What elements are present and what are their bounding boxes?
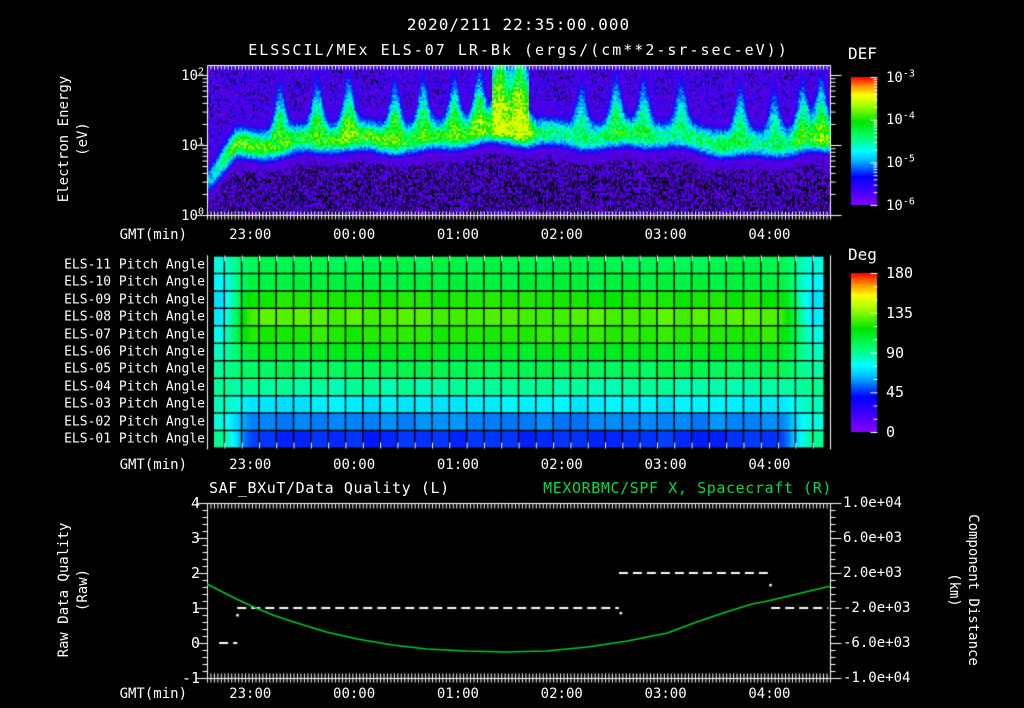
time-tick-label: 01:00 [436, 457, 479, 473]
distance-tick-label: 2.0e+03 [843, 565, 903, 581]
distance-axis-label: Component Distance (km) [944, 514, 982, 666]
energy-axis-label-line2: (eV) [75, 122, 91, 156]
def-tick-label: 10-3 [886, 68, 915, 86]
pitch-row-label: ELS-07 Pitch Angle [64, 327, 205, 343]
distance-tick-label: -6.0e+03 [843, 635, 911, 651]
time-tick-label: 03:00 [644, 686, 687, 702]
time-tick-label: 00:00 [333, 227, 376, 243]
time-tick-label: 02:00 [540, 686, 583, 702]
quality-tick-label: 0 [190, 634, 200, 652]
pitch-row-label: ELS-01 Pitch Angle [64, 431, 205, 447]
quality-axis-label-line2: (Raw) [75, 568, 91, 612]
def-colorbar-title: DEF [848, 44, 877, 63]
time-tick-label: 03:00 [644, 227, 687, 243]
quality-tick-label: -1 [181, 669, 200, 687]
def-tick-label: 10-5 [886, 153, 915, 172]
def-tick-label: 10-6 [886, 196, 915, 214]
gmt-label-top: GMT(min) [119, 227, 187, 243]
time-tick-label: 00:00 [333, 686, 376, 702]
timestamp-title: 2020/211 22:35:00.000 [406, 15, 631, 34]
time-tick-label: 04:00 [748, 227, 791, 243]
deg-tick-label: 45 [886, 383, 905, 402]
distance-tick-label: -2.0e+03 [843, 600, 911, 616]
deg-tick-label: 180 [886, 264, 914, 282]
gmt-label-bottom: GMT(min) [119, 686, 187, 702]
distance-axis-label-line1: Component Distance [965, 514, 981, 666]
deg-tick-label: 135 [886, 303, 914, 322]
deg-tick-label: 0 [886, 423, 896, 441]
energy-tick-label: 101 [181, 136, 204, 154]
def-tick-label: 10-4 [886, 110, 915, 129]
pitch-row-label: ELS-03 Pitch Angle [64, 396, 205, 412]
time-tick-label: 02:00 [540, 457, 583, 473]
energy-tick-label: 102 [181, 66, 204, 84]
pitch-row-label: ELS-04 Pitch Angle [64, 379, 205, 395]
time-tick-label: 00:00 [333, 457, 376, 473]
quality-panel-title-right: MEXORBMC/SPF X, Spacecraft (R) [543, 479, 832, 497]
time-tick-label: 02:00 [540, 227, 583, 243]
pitch-row-label: ELS-11 Pitch Angle [64, 257, 205, 273]
quality-tick-label: 2 [190, 564, 200, 582]
quality-tick-label: 1 [190, 599, 200, 617]
instrument-title: ELSSCIL/MEx ELS-07 LR-Bk (ergs/(cm**2-sr… [248, 41, 789, 59]
time-tick-label: 04:00 [748, 457, 791, 473]
deg-colorbar-title: Deg [848, 245, 877, 264]
quality-axis-label-line1: Raw Data Quality [56, 522, 72, 658]
pitch-row-label: ELS-08 Pitch Angle [64, 309, 205, 325]
time-tick-label: 23:00 [229, 457, 272, 473]
distance-tick-label: 6.0e+03 [843, 530, 903, 546]
pitch-row-label: ELS-05 Pitch Angle [64, 361, 205, 377]
time-tick-label: 23:00 [229, 686, 272, 702]
pitch-row-label: ELS-09 Pitch Angle [64, 292, 205, 308]
distance-tick-label: 1.0e+04 [843, 495, 903, 511]
time-tick-label: 23:00 [229, 227, 272, 243]
time-tick-label: 01:00 [436, 227, 479, 243]
pitch-row-label: ELS-06 Pitch Angle [64, 344, 205, 360]
energy-tick-label: 100 [181, 206, 204, 224]
time-tick-label: 01:00 [436, 686, 479, 702]
quality-tick-label: 4 [190, 494, 200, 512]
quality-tick-label: 3 [190, 529, 200, 547]
quality-panel-title-left: SAF_BXuT/Data Quality (L) [209, 479, 450, 497]
distance-tick-label: -1.0e+04 [843, 670, 911, 686]
distance-axis-label-line2: (km) [946, 573, 962, 607]
gmt-label-middle: GMT(min) [119, 457, 187, 473]
deg-tick-label: 90 [886, 343, 905, 362]
time-tick-label: 03:00 [644, 457, 687, 473]
pitch-row-label: ELS-10 Pitch Angle [64, 274, 205, 290]
time-tick-label: 04:00 [748, 686, 791, 702]
pitch-row-label: ELS-02 Pitch Angle [64, 414, 205, 430]
energy-axis-label: Electron Energy (eV) [55, 76, 93, 202]
energy-axis-label-line1: Electron Energy [56, 75, 72, 203]
quality-axis-label: Raw Data Quality (Raw) [55, 523, 93, 658]
